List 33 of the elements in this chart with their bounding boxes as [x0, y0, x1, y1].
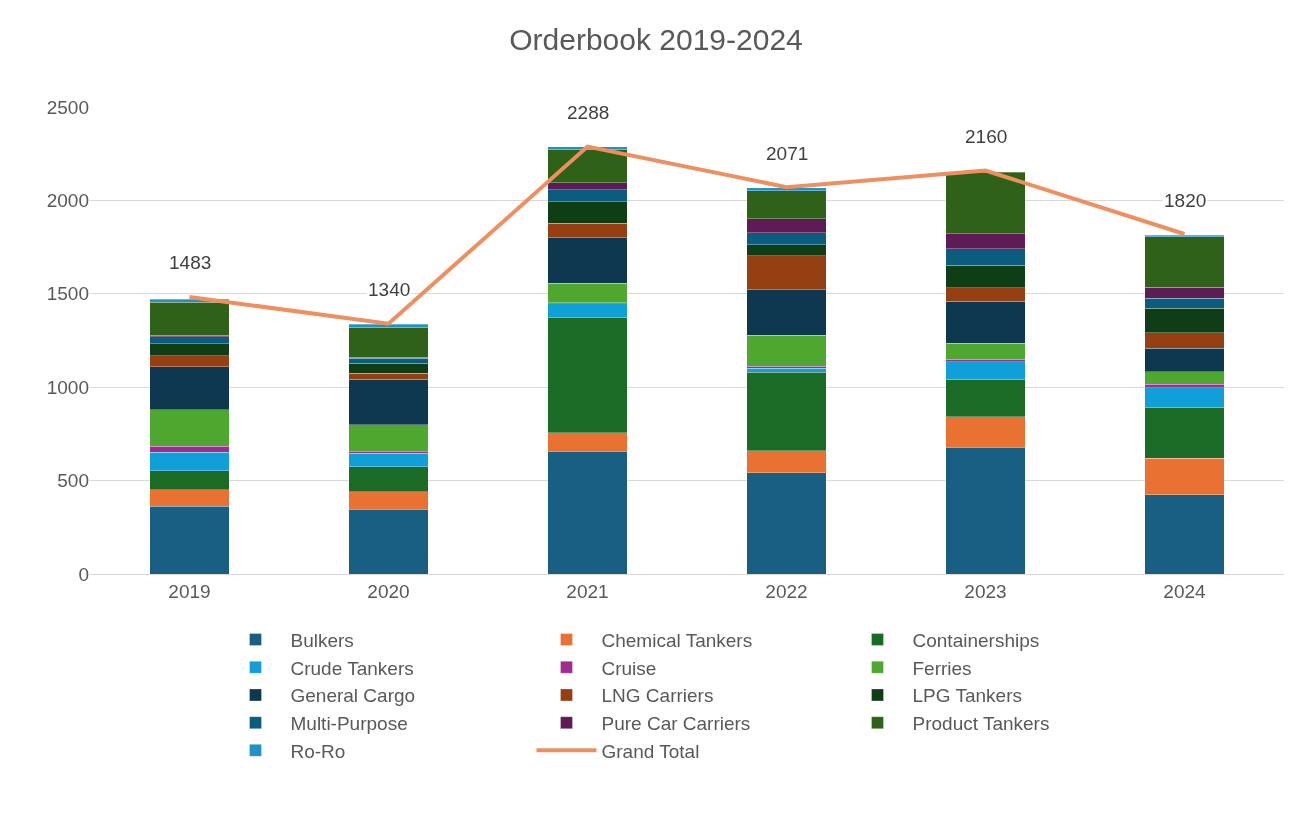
legend-label: Pure Car Carriers — [601, 713, 751, 735]
legend-label: Containerships — [912, 629, 1040, 651]
x-tick-label: 2024 — [1163, 580, 1207, 602]
data-label: 1483 — [169, 252, 212, 273]
x-tick-label: 2019 — [168, 580, 211, 602]
x-tick-label: 2023 — [964, 580, 1007, 602]
legend-label: Bulkers — [290, 629, 354, 651]
data-label: 1340 — [368, 279, 411, 300]
y-tick-label: 1500 — [46, 283, 89, 305]
legend-label: Crude Tankers — [290, 657, 414, 679]
x-tick-label: 2020 — [367, 580, 410, 602]
y-tick-label: 0 — [78, 563, 89, 585]
x-tick-label: 2022 — [765, 580, 808, 602]
y-tick-label: 500 — [57, 470, 89, 492]
legend-label: Ro-Ro — [290, 740, 346, 762]
data-label: 2160 — [965, 126, 1008, 147]
chart-title: Orderbook 2019-2024 — [509, 22, 803, 56]
legend-label: LPG Tankers — [912, 685, 1022, 707]
legend-label: Ferries — [912, 657, 972, 679]
y-tick-label: 1000 — [46, 376, 89, 398]
legend-label: Product Tankers — [912, 713, 1050, 735]
data-label: 2071 — [766, 143, 809, 164]
legend-label: Grand Total — [601, 740, 700, 762]
x-tick-label: 2021 — [566, 580, 609, 602]
data-label: 2288 — [567, 102, 610, 123]
legend-label: General Cargo — [290, 685, 416, 707]
y-tick-label: 2500 — [46, 96, 89, 118]
legend-label: LNG Carriers — [601, 685, 714, 707]
legend-label: Multi-Purpose — [290, 713, 408, 735]
legend-label: Cruise — [601, 657, 657, 679]
data-label: 1820 — [1164, 190, 1207, 211]
y-tick-label: 2000 — [46, 190, 89, 212]
legend-label: Chemical Tankers — [601, 629, 753, 651]
